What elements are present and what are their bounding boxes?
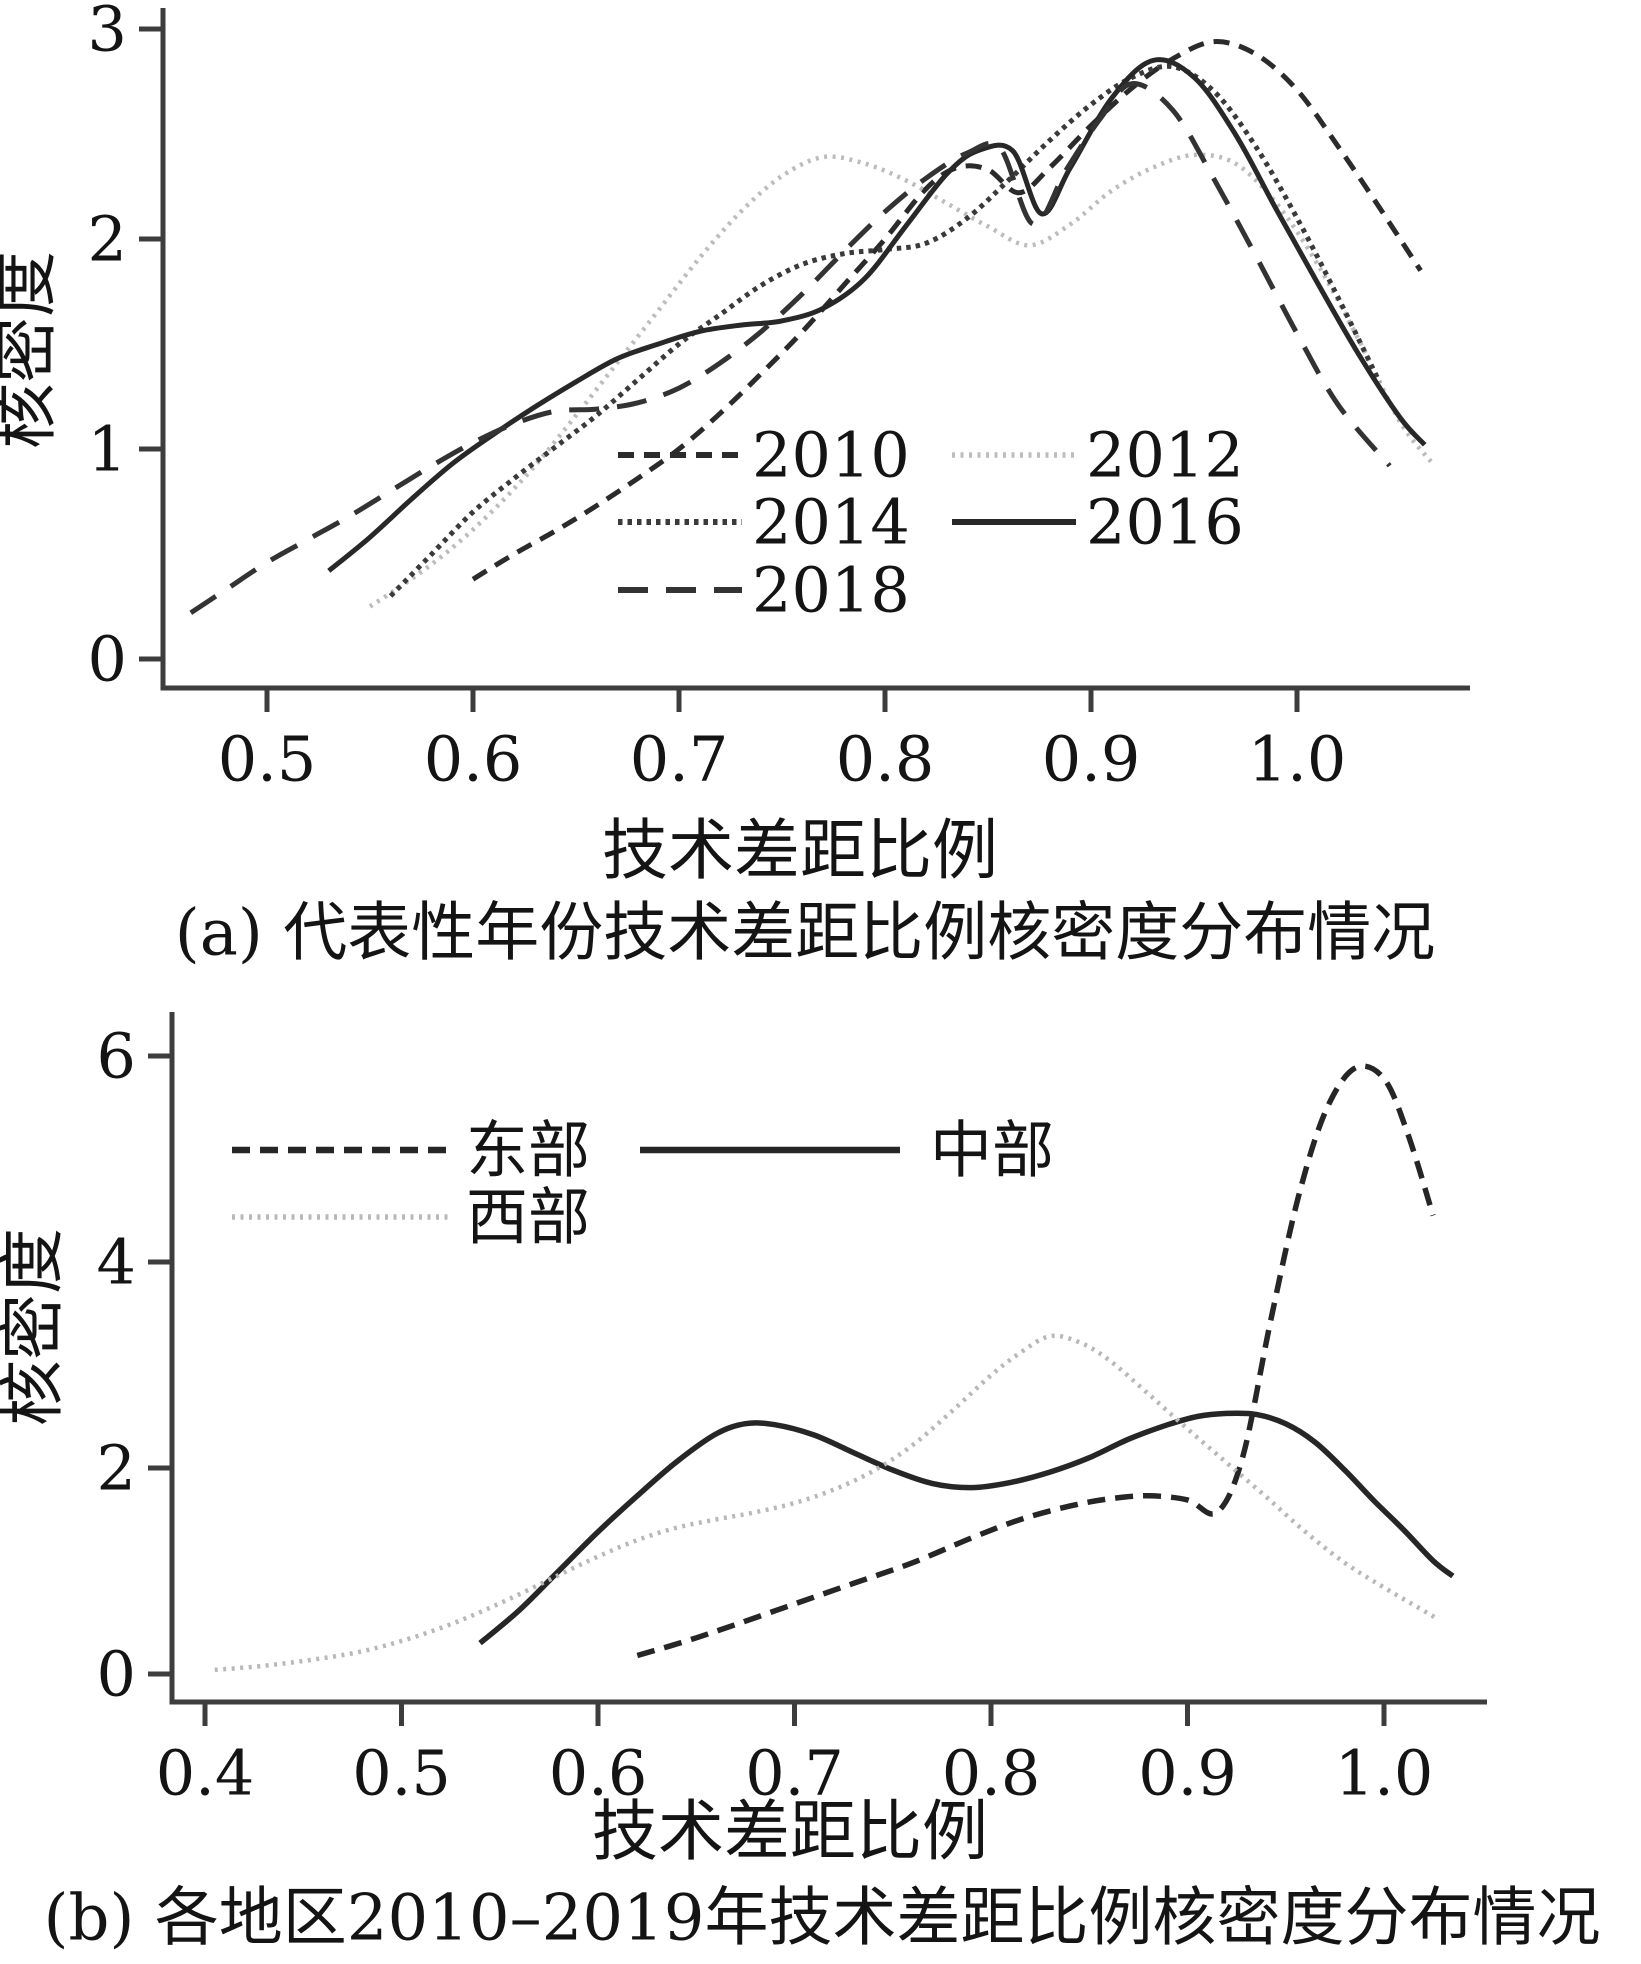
y-tick-label-2: 2 [88,203,127,276]
y-tick-label-4: 4 [97,1226,136,1299]
chart-b-caption: (b) 各地区2010–2019年技术差距比例核密度分布情况 [44,1881,1601,1955]
x-tick-label-0.9: 0.9 [1138,1736,1237,1809]
chart-a-y-axis-label: 核密度 [0,251,64,449]
legend-label-2014: 2014 [752,486,910,559]
y-tick-label-6: 6 [97,1020,136,1093]
x-tick-label-0.9: 0.9 [1042,722,1141,795]
chart-a-x-axis-label: 技术差距比例 [602,812,998,889]
series-curve-中部 [478,1410,1455,1646]
x-tick-label-0.8: 0.8 [836,722,935,795]
series-curve-2012 [368,152,1433,609]
x-tick-label-0.7: 0.7 [745,1736,844,1809]
x-tick-label-0.5: 0.5 [218,722,317,795]
x-tick-label-1.0: 1.0 [1335,1736,1434,1809]
legend-label-2012: 2012 [1086,419,1244,492]
chart-b-series [214,1063,1455,1673]
axis-lines-b [169,1012,1487,1705]
legend-label-西部: 西部 [466,1181,590,1254]
x-tick-label-0.6: 0.6 [424,722,523,795]
chart-a-legend: 2010 2012 2014 2016 2018 [618,419,1244,627]
series-curve-2016 [327,57,1427,573]
y-tick-label-2: 2 [97,1432,136,1505]
legend-label-2016: 2016 [1086,486,1244,559]
x-tick-label-0.7: 0.7 [630,722,729,795]
legend-label-东部: 东部 [466,1114,590,1187]
series-curve-西部 [214,1333,1437,1673]
y-tick-label-3: 3 [88,0,127,66]
chart-b-y-axis-label: 核密度 [0,1228,71,1426]
series-curve-2010 [471,39,1423,582]
series-curve-2014 [388,63,1382,598]
y-tick-label-0: 0 [88,623,127,696]
y-tick-label-1: 1 [88,413,127,486]
legend-label-2018: 2018 [752,554,910,627]
axis-lines-a [160,8,1470,691]
chart-a-caption: (a) 代表性年份技术差距比例核密度分布情况 [175,896,1435,970]
x-tick-label-0.5: 0.5 [352,1736,451,1809]
x-tick-label-0.8: 0.8 [942,1736,1041,1809]
chart-b-axes: 0.4 0.5 0.6 0.7 0.8 0.9 1.0 0 2 4 6 [97,1012,1487,1809]
legend-label-2010: 2010 [752,419,910,492]
series-curve-东部 [636,1063,1436,1659]
x-tick-label-0.4: 0.4 [156,1736,255,1809]
chart-a-series [189,39,1433,615]
chart-b-x-axis-label: 技术差距比例 [592,1793,988,1870]
y-tick-label-0: 0 [97,1638,136,1711]
chart-a-axes: 0.5 0.6 0.7 0.8 0.9 1.0 0 1 2 3 [88,0,1470,795]
series-curve-2018 [189,81,1392,615]
legend-label-中部: 中部 [930,1114,1054,1187]
x-tick-label-0.6: 0.6 [549,1736,648,1809]
x-tick-label-1.0: 1.0 [1248,722,1347,795]
